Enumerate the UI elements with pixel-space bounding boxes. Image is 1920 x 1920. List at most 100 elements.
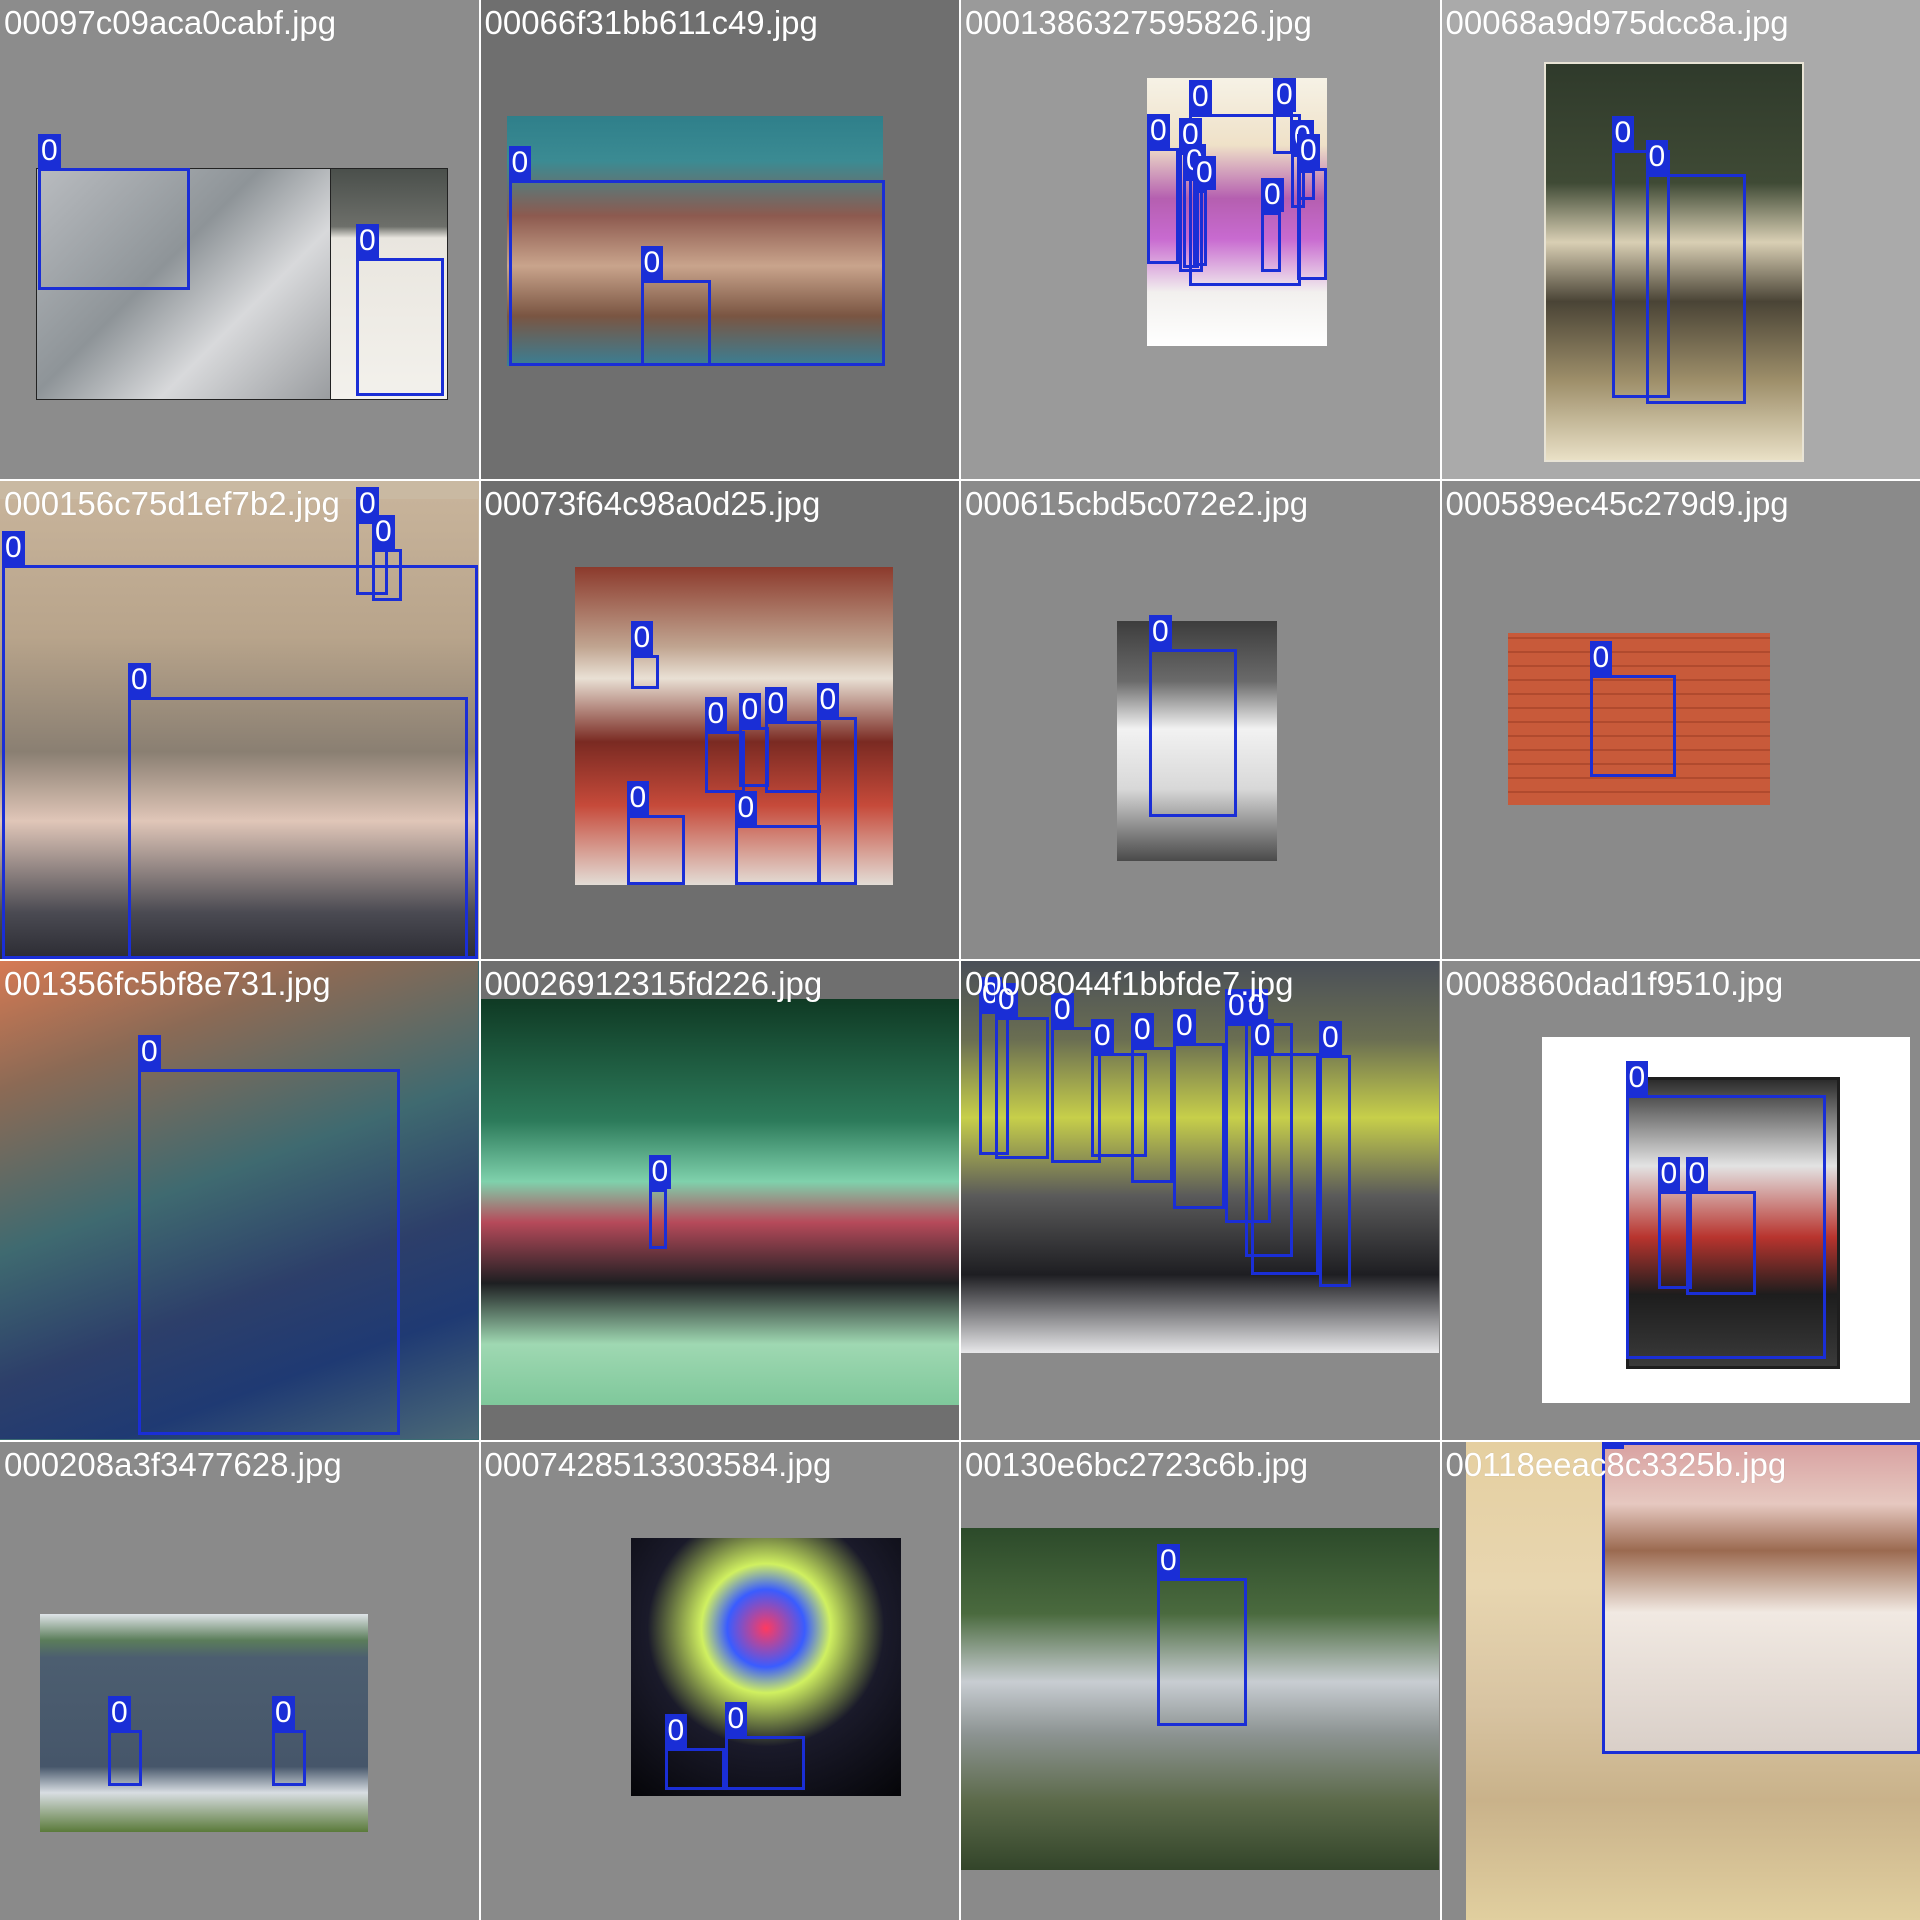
detection-box: 0: [1297, 168, 1327, 280]
detection-box: 0: [356, 258, 444, 396]
class-label: 0: [765, 687, 788, 721]
class-label: 0: [509, 146, 532, 180]
detection-box: 0: [665, 1748, 725, 1790]
detection-box: 0: [765, 721, 821, 793]
detection-box: 0: [1602, 1442, 1920, 1754]
class-label: 0: [649, 1155, 672, 1189]
detection-box: 0: [631, 655, 659, 689]
class-label: 0: [665, 1714, 688, 1748]
filename-label: 0001386327595826.jpg: [965, 6, 1312, 39]
class-label: 0: [1189, 80, 1212, 114]
class-label: 0: [1091, 1019, 1114, 1053]
class-label: 0: [38, 134, 61, 168]
filename-label: 00130e6bc2723c6b.jpg: [965, 1448, 1308, 1481]
detection-box: 0: [1173, 1043, 1225, 1209]
detection-box: 0: [1147, 148, 1179, 264]
tile-1: 00097c09aca0cabf.jpg 0 0: [0, 0, 479, 479]
detection-box: 0: [1251, 1053, 1319, 1275]
filename-label: 00066f31bb611c49.jpg: [485, 6, 818, 39]
detection-box: 0: [1686, 1191, 1756, 1295]
detection-box: 0: [1261, 212, 1281, 272]
tile-16: 00118eeac8c3325b.jpg 0: [1442, 1442, 1920, 1920]
class-label: 0: [272, 1696, 295, 1730]
class-label: 0: [1157, 1544, 1180, 1578]
class-label: 0: [739, 693, 762, 727]
class-label: 0: [1319, 1021, 1342, 1055]
detection-box: 0: [128, 697, 468, 959]
class-label: 0: [735, 791, 758, 825]
detection-box: 0: [1149, 649, 1237, 817]
tile-10: 00026912315fd226.jpg 0: [481, 961, 960, 1440]
detection-box: 0: [1590, 675, 1676, 777]
filename-label: 000589ec45c279d9.jpg: [1446, 487, 1789, 520]
detection-box: 0: [138, 1069, 400, 1435]
class-label: 0: [1658, 1157, 1681, 1191]
class-label: 0: [1297, 134, 1320, 168]
filename-label: 000156c75d1ef7b2.jpg: [4, 487, 340, 520]
filename-label: 00097c09aca0cabf.jpg: [4, 6, 336, 39]
detection-box: 0: [1646, 174, 1746, 404]
detection-box: 0: [38, 168, 190, 290]
class-label: 0: [1251, 1019, 1274, 1053]
class-label: 0: [725, 1702, 748, 1736]
detection-box: 0: [372, 549, 402, 601]
tile-6: 00073f64c98a0d25.jpg 0 0 0 0 0 0 0: [481, 481, 960, 960]
tile-14: 0007428513303584.jpg 0 0: [481, 1442, 960, 1920]
photo: [481, 999, 959, 1405]
class-label: 0: [372, 515, 395, 549]
tile-3: 0001386327595826.jpg 0 0 0 0 0 0 0 0 0 0: [961, 0, 1440, 479]
tile-11: 00008044f1bbfde7.jpg 0 0 0 0 0 0 0 0 0 0: [961, 961, 1440, 1440]
class-label: 0: [1193, 156, 1216, 190]
tile-9: 001356fc5bf8e731.jpg 0: [0, 961, 479, 1440]
detection-box: 0: [1273, 112, 1293, 154]
class-label: 0: [1131, 1013, 1154, 1047]
tile-15: 00130e6bc2723c6b.jpg 0: [961, 1442, 1440, 1920]
detection-box: 0: [641, 280, 711, 366]
class-label: 0: [641, 246, 664, 280]
detection-box: 0: [627, 815, 685, 885]
class-label: 0: [356, 224, 379, 258]
filename-label: 0008860dad1f9510.jpg: [1446, 967, 1784, 1000]
tile-4: 00068a9d975dcc8a.jpg 0 0: [1442, 0, 1920, 479]
tile-5: 000156c75d1ef7b2.jpg 0 0 0 0: [0, 481, 479, 960]
photo: [40, 1614, 368, 1832]
class-label: 0: [1149, 615, 1172, 649]
detection-box: 0: [1157, 1578, 1247, 1726]
class-label: 0: [631, 621, 654, 655]
detection-box: 0: [817, 717, 857, 885]
detection-box: 0: [1319, 1055, 1351, 1287]
filename-label: 000615cbd5c072e2.jpg: [965, 487, 1308, 520]
class-label: 0: [817, 683, 840, 717]
class-label: 0: [627, 781, 650, 815]
class-label: 0: [705, 697, 728, 731]
filename-label: 00118eeac8c3325b.jpg: [1446, 1448, 1787, 1481]
class-label: 0: [128, 663, 151, 697]
detection-box: 0: [725, 1736, 805, 1790]
detection-box: 0: [735, 825, 821, 885]
class-label: 0: [2, 531, 25, 565]
class-label: 0: [1646, 140, 1669, 174]
class-label: 0: [108, 1696, 131, 1730]
tile-7: 000615cbd5c072e2.jpg 0: [961, 481, 1440, 960]
filename-label: 000208a3f3477628.jpg: [4, 1448, 342, 1481]
detection-box: 0: [108, 1730, 142, 1786]
filename-label: 001356fc5bf8e731.jpg: [4, 967, 331, 1000]
class-label: 0: [1612, 116, 1635, 150]
class-label: 0: [1686, 1157, 1709, 1191]
detection-box: 0: [995, 1017, 1049, 1159]
filename-label: 00068a9d975dcc8a.jpg: [1446, 6, 1789, 39]
tile-12: 0008860dad1f9510.jpg 0 0 0: [1442, 961, 1920, 1440]
detection-box: 0: [272, 1730, 306, 1786]
filename-label: 00073f64c98a0d25.jpg: [485, 487, 821, 520]
filename-label: 00008044f1bbfde7.jpg: [965, 967, 1294, 1000]
class-label: 0: [1261, 178, 1284, 212]
class-label: 0: [1147, 114, 1170, 148]
filename-label: 00026912315fd226.jpg: [485, 967, 823, 1000]
class-label: 0: [1626, 1061, 1649, 1095]
class-label: 0: [1273, 78, 1296, 112]
class-label: 0: [1590, 641, 1613, 675]
detection-box: 0: [649, 1189, 667, 1249]
class-label: 0: [138, 1035, 161, 1069]
detection-box: 0: [1131, 1047, 1173, 1183]
